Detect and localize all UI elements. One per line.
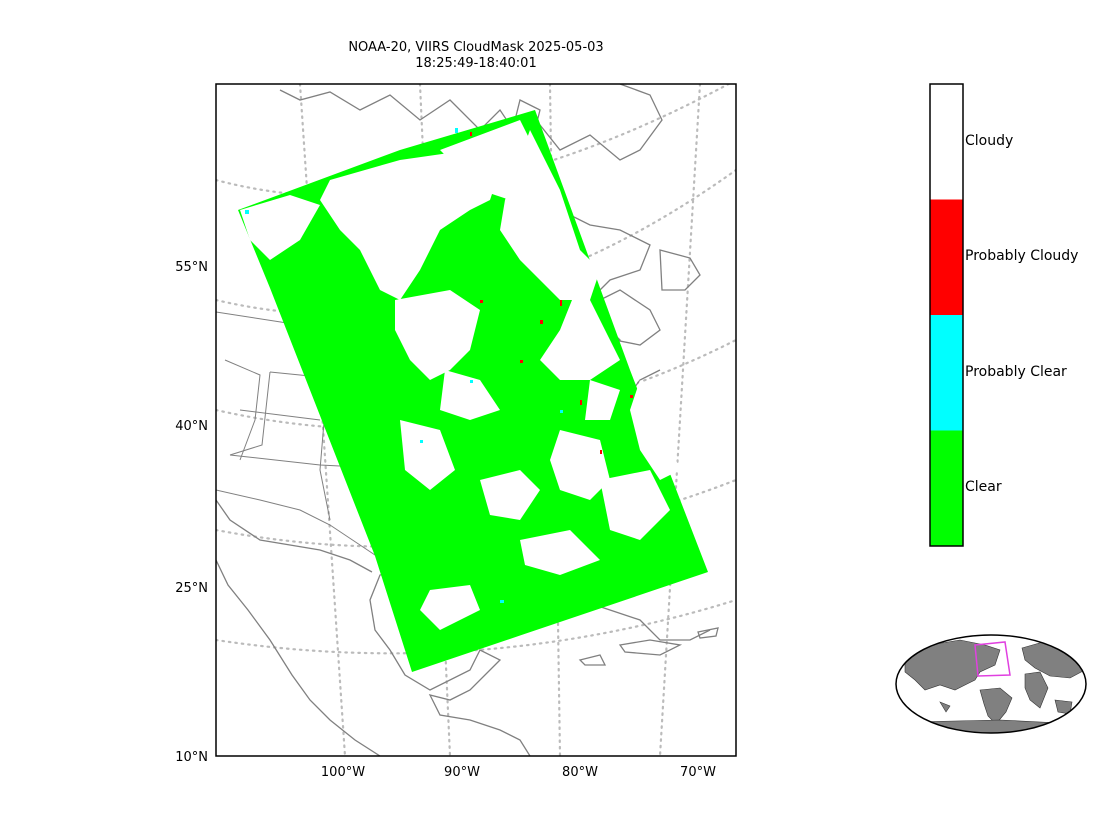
probably-cloudy-specks [470,132,633,454]
colorbar-label-probably-clear: Probably Clear [965,364,1067,380]
colorbar-segment [930,315,963,431]
swath-outline [974,641,1011,677]
inset-globe [895,634,1087,734]
colorbar-segment [930,84,963,200]
map-title-line2: 18:25:49-18:40:01 [415,56,537,71]
map-title-line1: NOAA-20, VIIRS CloudMask 2025-05-03 [348,40,604,55]
probably-clear-specks [245,128,563,603]
latitude-labels: 55°N 40°N 25°N 10°N [175,260,208,765]
lon-label: 80°W [562,765,598,780]
map-frame [215,83,737,757]
colorbar-label-clear: Clear [965,479,1002,495]
colorbar-segment [930,199,963,315]
lat-label: 10°N [175,750,208,765]
lon-label: 70°W [680,765,716,780]
viirs-swath [238,110,708,672]
lat-label: 55°N [175,260,208,275]
lon-label: 100°W [321,765,365,780]
colorbar [929,83,964,547]
lon-label: 90°W [444,765,480,780]
cloudy-regions [240,120,680,630]
map-panel [216,84,736,756]
longitude-labels: 100°W 90°W 80°W 70°W [321,765,716,780]
colorbar-frame [929,83,964,547]
colorbar-label-probably-cloudy: Probably Cloudy [965,248,1079,264]
colorbar-label-cloudy: Cloudy [965,133,1014,149]
lat-label: 25°N [175,581,208,596]
lat-label: 40°N [175,419,208,434]
colorbar-segment [930,430,963,546]
